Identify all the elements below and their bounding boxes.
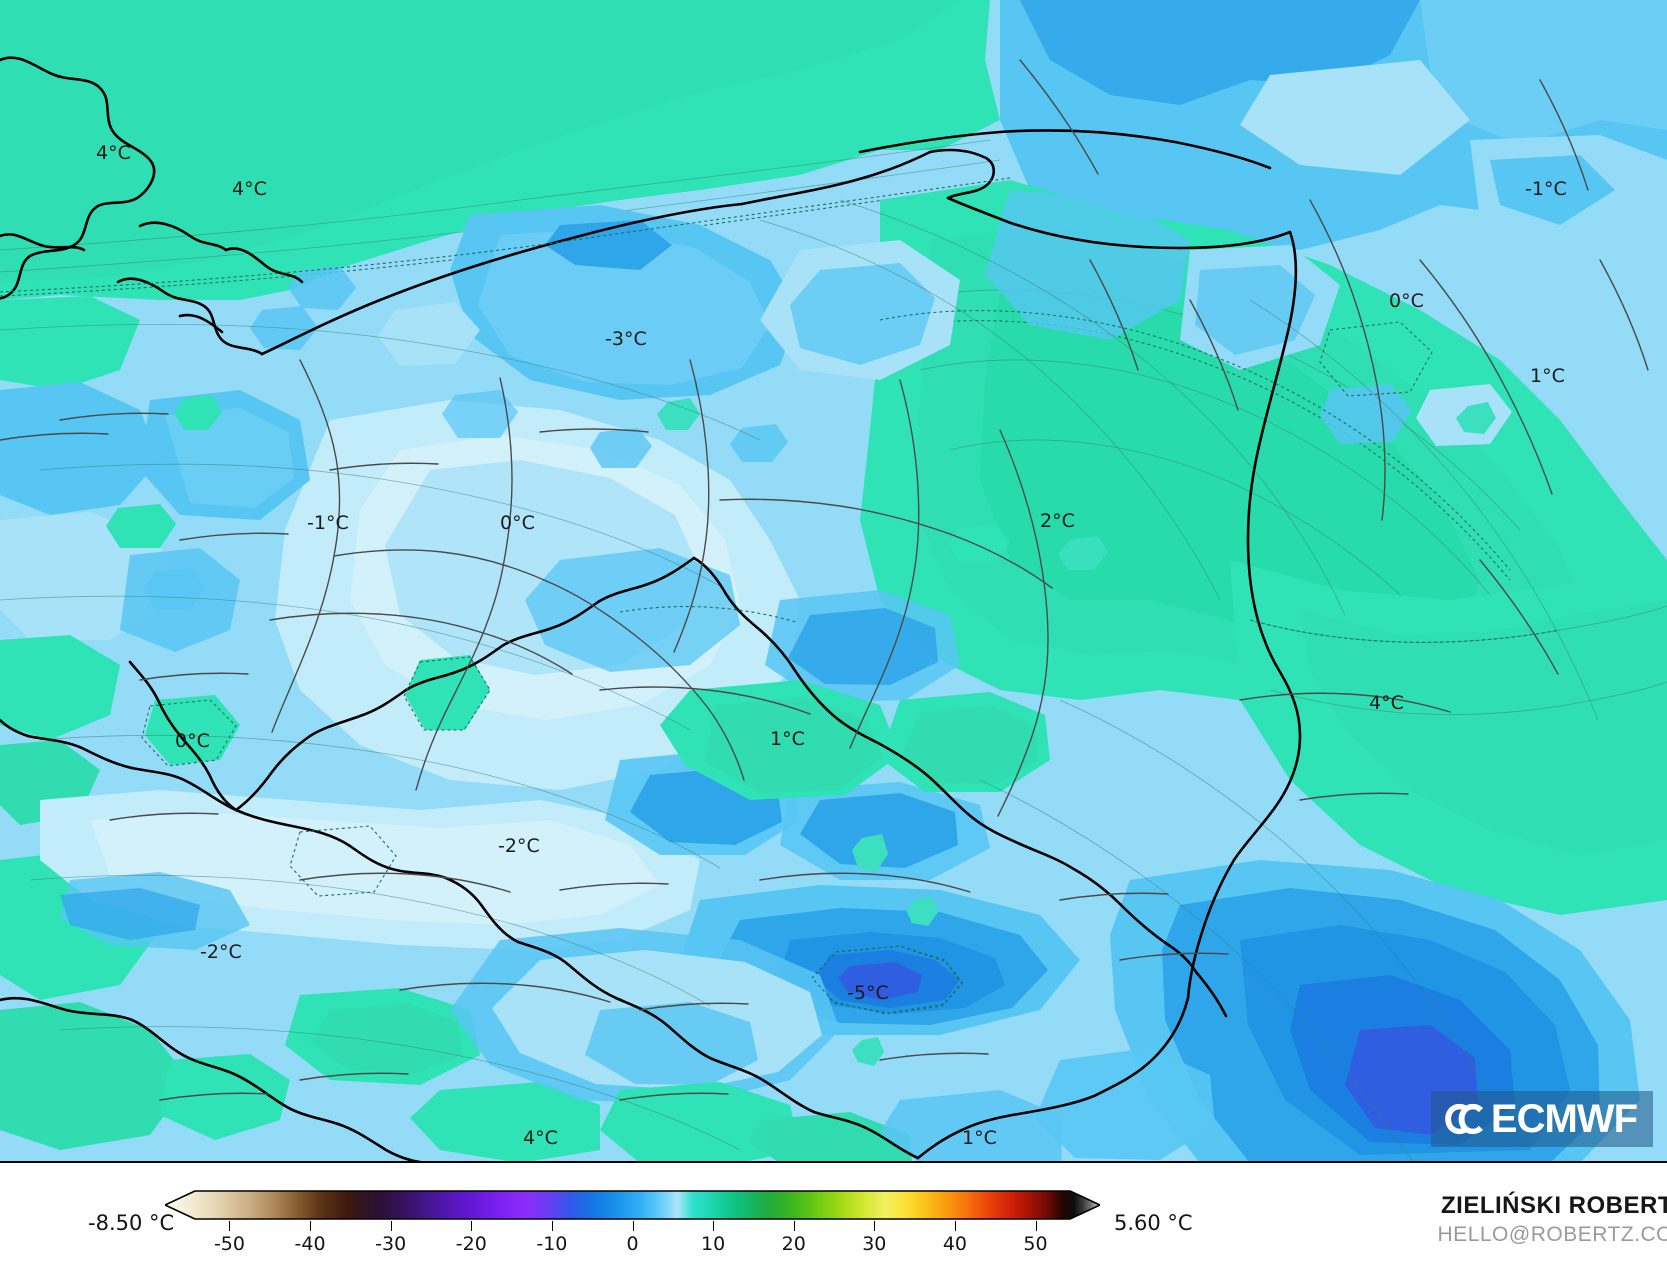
colorbar-tick-mark <box>874 1221 876 1231</box>
colorbar[interactable]: -8.50 °C 5.60 °C -50 -40 -30 -20 -10 0 10 20 30 4… <box>0 1163 1250 1287</box>
colorbar-ticks: -50 -40 -30 -20 -10 0 10 20 30 40 50 <box>165 1221 1100 1267</box>
colorbar-tick-mark <box>390 1221 392 1231</box>
author-name: ZIELIŃSKI ROBERT <box>1440 1192 1667 1219</box>
colorbar-tick-mark <box>551 1221 553 1231</box>
map-footer: -8.50 °C 5.60 °C -50 -40 -30 -20 -10 0 10 20 30 4… <box>0 1163 1667 1287</box>
colorbar-tick-label: -20 <box>455 1233 487 1255</box>
colorbar-tick-label: 40 <box>942 1233 967 1255</box>
colorbar-min-label: -8.50 °C <box>88 1211 175 1235</box>
colorbar-tick-mark <box>713 1221 715 1231</box>
credit-block: ZIELIŃSKI ROBERT HELLO@ROBERTZ.CO <box>1247 1191 1667 1248</box>
colorbar-tick-label: 0 <box>626 1233 639 1255</box>
colorbar-tick-mark <box>471 1221 473 1231</box>
colorbar-tick-label: -30 <box>375 1233 407 1255</box>
ecmwf-wordmark: ECMWF <box>1490 1097 1638 1141</box>
colorbar-tick-mark <box>954 1221 956 1231</box>
colorbar-tick-label: -50 <box>213 1233 245 1255</box>
colorbar-tick-label: 10 <box>701 1233 726 1255</box>
colorbar-tick-mark <box>632 1221 634 1231</box>
author-email: HELLO@ROBERTZ.CO <box>1437 1223 1667 1246</box>
temperature-map[interactable]: .c-green { fill:#2fe3b6; } .c-green2 { f… <box>0 0 1667 1163</box>
colorbar-tick-mark <box>229 1221 231 1231</box>
colorbar-tick-label: -10 <box>536 1233 568 1255</box>
colorbar-tick-label: 30 <box>862 1233 887 1255</box>
colorbar-max-label: 5.60 °C <box>1114 1211 1193 1235</box>
colorbar-gradient <box>165 1190 1100 1220</box>
colorbar-tick-mark <box>310 1221 312 1231</box>
colorbar-tick-label: 50 <box>1023 1233 1048 1255</box>
ecmwf-mark-icon <box>1445 1103 1483 1135</box>
colorbar-tick-mark <box>1035 1221 1037 1231</box>
colorbar-tick-label: 20 <box>781 1233 806 1255</box>
map-canvas: .c-green { fill:#2fe3b6; } .c-green2 { f… <box>0 0 1667 1161</box>
colorbar-tick-mark <box>793 1221 795 1231</box>
colorbar-tick-label: -40 <box>294 1233 326 1255</box>
ecmwf-logo: ECMWF <box>1430 1091 1653 1147</box>
